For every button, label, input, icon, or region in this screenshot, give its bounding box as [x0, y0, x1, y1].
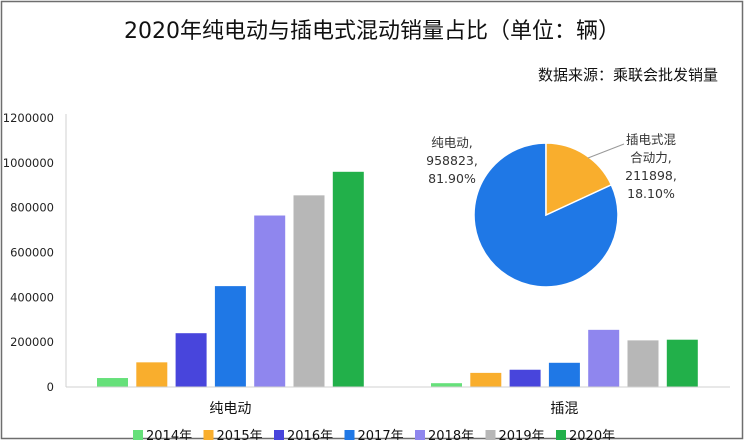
legend-label: 2014年 [146, 429, 192, 440]
bar [548, 362, 580, 387]
pie-slice [545, 142, 613, 217]
y-tick-label: 400000 [10, 290, 54, 304]
y-tick-label: 1000000 [3, 156, 54, 170]
bar [431, 383, 462, 387]
y-tick-label: 800000 [10, 201, 54, 215]
pie-data-label: 211898, [625, 168, 677, 183]
pie-leader-line [587, 143, 625, 159]
legend-swatch [556, 430, 566, 440]
bar [588, 329, 620, 387]
x-axis: 纯电动 插混 [66, 386, 730, 417]
bar-group [97, 171, 698, 387]
legend-label: 2016年 [287, 429, 333, 440]
bar [666, 339, 698, 387]
pie-data-label: 插电式混 [626, 132, 677, 147]
y-tick-label: 600000 [10, 246, 54, 260]
legend-swatch [415, 430, 425, 440]
bar [509, 369, 541, 387]
x-category-label: 插混 [550, 401, 578, 417]
chart-subtitle: 数据来源：乘联会批发销量 [538, 66, 718, 84]
bar [97, 378, 128, 387]
legend-swatch [133, 430, 143, 440]
legend-label: 2019年 [499, 429, 545, 440]
pie-data-label: 纯电动, [431, 135, 472, 150]
y-tick-label: 1200000 [3, 111, 54, 125]
legend-label: 2020年 [569, 429, 615, 440]
y-axis: 0 200000 400000 600000 800000 1000000 1200000 [3, 111, 67, 394]
legend-label: 2015年 [217, 429, 263, 440]
pie-data-label: 18.10% [627, 186, 675, 201]
pie-data-label: 958823, [426, 153, 478, 168]
legend-label: 2017年 [358, 429, 404, 440]
bar [293, 195, 325, 387]
legend-swatch [203, 430, 214, 440]
legend-swatch [344, 430, 355, 440]
bar [136, 362, 168, 387]
bar [175, 333, 207, 387]
bar [627, 340, 659, 387]
bar [332, 171, 364, 387]
legend-label: 2018年 [428, 429, 474, 440]
chart-title: 2020年纯电动与插电式混动销量占比（单位：辆） [124, 19, 620, 44]
pie-data-label: 合动力, [630, 150, 671, 165]
y-tick-label: 200000 [10, 335, 54, 349]
bar [214, 286, 246, 387]
bar [470, 372, 502, 387]
x-category-label: 纯电动 [209, 401, 251, 417]
y-tick-label: 0 [47, 380, 54, 394]
legend-swatch [274, 430, 284, 440]
legend-swatch [485, 430, 496, 440]
legend: 2014年 2015年 2016年 2017年 2018年 2019年 2020年 [133, 429, 615, 444]
bar [254, 215, 286, 387]
pie-data-label: 81.90% [428, 171, 476, 186]
